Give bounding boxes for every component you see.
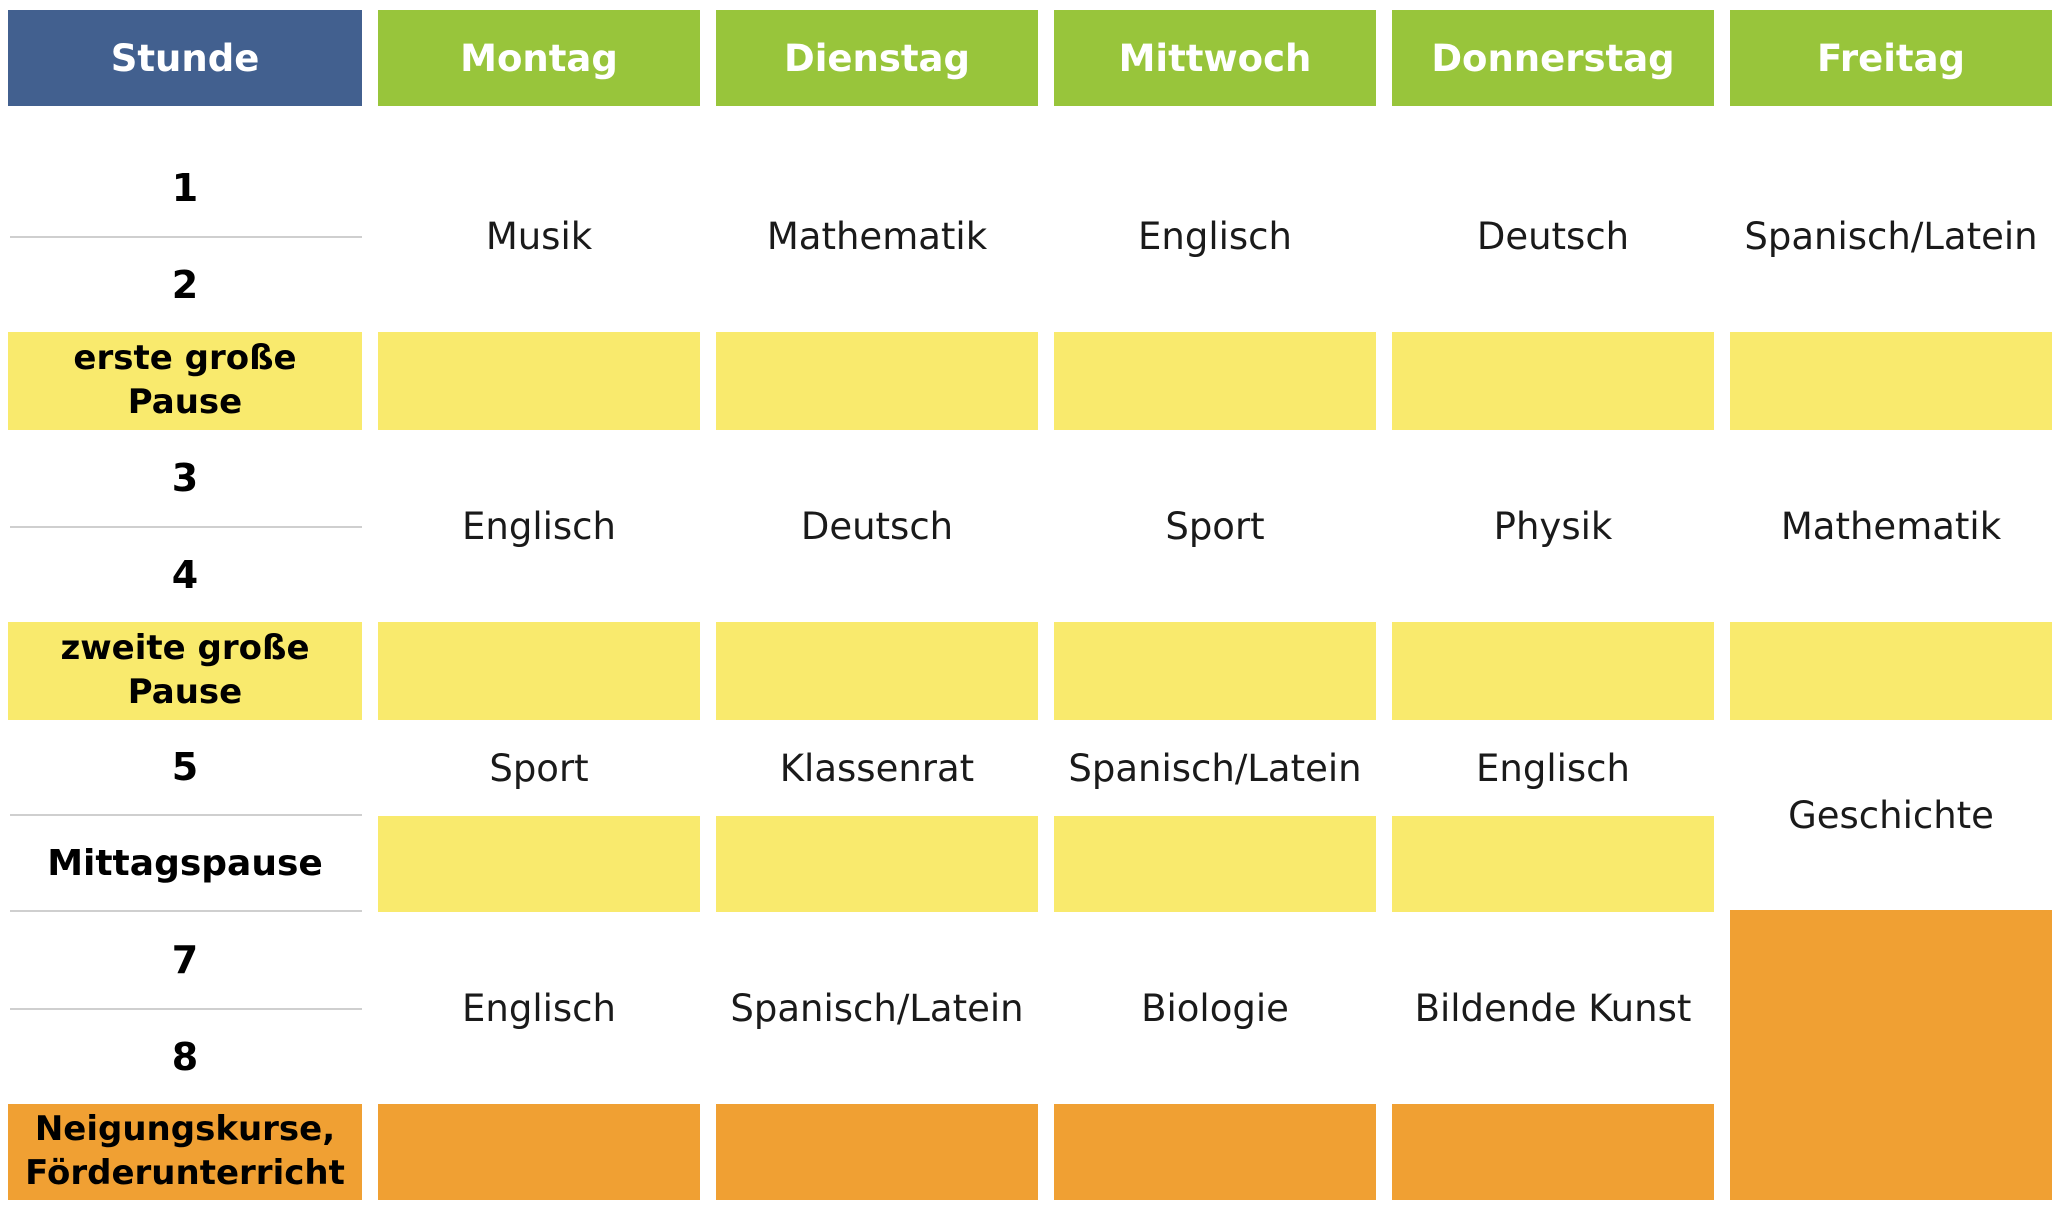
lesson-mi-7-8: Biologie <box>1141 986 1289 1030</box>
header-day-mittwoch: Mittwoch <box>1054 10 1376 106</box>
lesson-do-7-8: Bildende Kunst <box>1414 986 1692 1030</box>
lesson-mi-5: Spanisch/Latein <box>1068 746 1362 790</box>
period-mittagspause: Mittagspause <box>47 842 323 884</box>
pause-cell <box>1054 816 1376 912</box>
afternoon-cell <box>1392 1104 1714 1200</box>
lesson-do-3-4: Physik <box>1493 504 1613 548</box>
pause-cell <box>378 816 700 912</box>
afternoon-cell <box>1054 1104 1376 1200</box>
period-neigungskurse: Neigungskurse, Förderunterricht <box>8 1104 362 1200</box>
lesson-di-5: Klassenrat <box>779 746 975 790</box>
period-divider <box>10 910 362 912</box>
lesson-mo-1-2: Musik <box>485 214 593 258</box>
afternoon-cell <box>378 1104 700 1200</box>
header-day-freitag: Freitag <box>1730 10 2052 106</box>
period-divider <box>10 236 362 238</box>
lesson-do-1-2: Deutsch <box>1476 214 1630 258</box>
pause-cell <box>1730 332 2052 430</box>
header-day-montag: Montag <box>378 10 700 106</box>
pause-cell <box>1392 622 1714 720</box>
afternoon-cell <box>716 1104 1038 1200</box>
pause-cell <box>1730 622 2052 720</box>
pause-cell <box>378 332 700 430</box>
pause-cell <box>1392 332 1714 430</box>
period-divider <box>10 814 362 816</box>
pause-cell <box>1392 816 1714 912</box>
lesson-mo-5: Sport <box>489 746 589 790</box>
pause-cell <box>716 622 1038 720</box>
lesson-fr-5-6: Geschichte <box>1788 793 1994 837</box>
period-zweite-pause: zweite große Pause <box>8 622 362 720</box>
period-7: 7 <box>171 938 199 982</box>
period-3: 3 <box>171 456 199 500</box>
period-2: 2 <box>171 263 199 307</box>
pause-cell <box>1054 622 1376 720</box>
lesson-mo-7-8: Englisch <box>462 986 616 1030</box>
pause-cell <box>716 816 1038 912</box>
afternoon-cell-freitag <box>1730 910 2052 1200</box>
lesson-fr-1-2: Spanisch/Latein <box>1744 214 2038 258</box>
lesson-di-3-4: Deutsch <box>800 504 954 548</box>
lesson-do-5: Englisch <box>1476 746 1630 790</box>
period-erste-pause: erste große Pause <box>8 332 362 430</box>
period-divider <box>10 1008 362 1010</box>
header-day-donnerstag: Donnerstag <box>1392 10 1714 106</box>
lesson-di-1-2: Mathematik <box>766 214 988 258</box>
lesson-mi-1-2: Englisch <box>1138 214 1292 258</box>
header-day-dienstag: Dienstag <box>716 10 1038 106</box>
period-4: 4 <box>171 553 199 597</box>
period-8: 8 <box>171 1035 199 1079</box>
lesson-fr-3-4: Mathematik <box>1780 504 2002 548</box>
header-stunde: Stunde <box>8 10 362 106</box>
period-5: 5 <box>171 745 199 789</box>
pause-cell <box>716 332 1038 430</box>
period-1: 1 <box>171 166 199 210</box>
pause-cell <box>1054 332 1376 430</box>
lesson-mo-3-4: Englisch <box>462 504 616 548</box>
lesson-di-7-8: Spanisch/Latein <box>730 986 1024 1030</box>
pause-cell <box>378 622 700 720</box>
period-divider <box>10 526 362 528</box>
lesson-mi-3-4: Sport <box>1165 504 1265 548</box>
